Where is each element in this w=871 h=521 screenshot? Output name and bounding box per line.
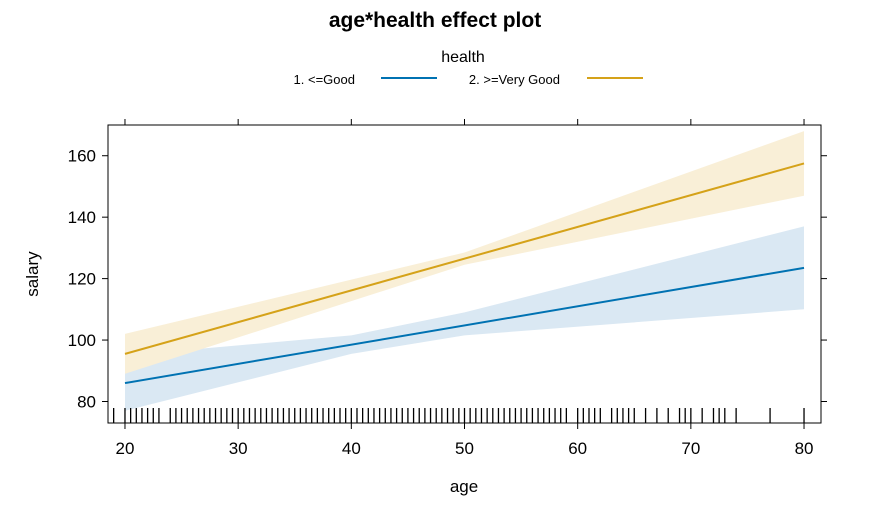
y-tick-label-160: 160	[68, 147, 96, 166]
fit-line-2	[124, 162, 805, 355]
legend-label-good: 1. <=Good	[294, 72, 355, 87]
legend-label-very-good: 2. >=Very Good	[469, 72, 560, 87]
fit-lines	[124, 162, 805, 385]
confidence-band-2	[125, 131, 804, 374]
legend: 1. <=Good 2. >=Very Good	[294, 72, 643, 87]
x-tick-label-50: 50	[455, 439, 474, 458]
x-tick-label-60: 60	[568, 439, 587, 458]
confidence-band-1	[125, 226, 804, 411]
y-axis-label: salary	[23, 251, 42, 297]
confidence-bands	[125, 131, 804, 411]
y-tick-label-120: 120	[68, 270, 96, 289]
y-tick-label-100: 100	[68, 331, 96, 350]
x-tick-label-30: 30	[229, 439, 248, 458]
x-tick-label-20: 20	[116, 439, 135, 458]
x-tick-label-80: 80	[795, 439, 814, 458]
plot-frame	[107, 124, 822, 424]
x-tick-label-40: 40	[342, 439, 361, 458]
fit-line-1	[124, 266, 805, 385]
y-tick-label-140: 140	[68, 208, 96, 227]
y-tick-label-80: 80	[77, 392, 96, 411]
age-rug	[113, 408, 805, 423]
x-tick-label-70: 70	[681, 439, 700, 458]
legend-title: health	[441, 49, 485, 66]
chart-title: age*health effect plot	[329, 9, 541, 32]
axes: 20 30 40 50 60 70 80 80 100 120 140 160	[68, 119, 827, 458]
x-axis-label: age	[450, 477, 478, 496]
